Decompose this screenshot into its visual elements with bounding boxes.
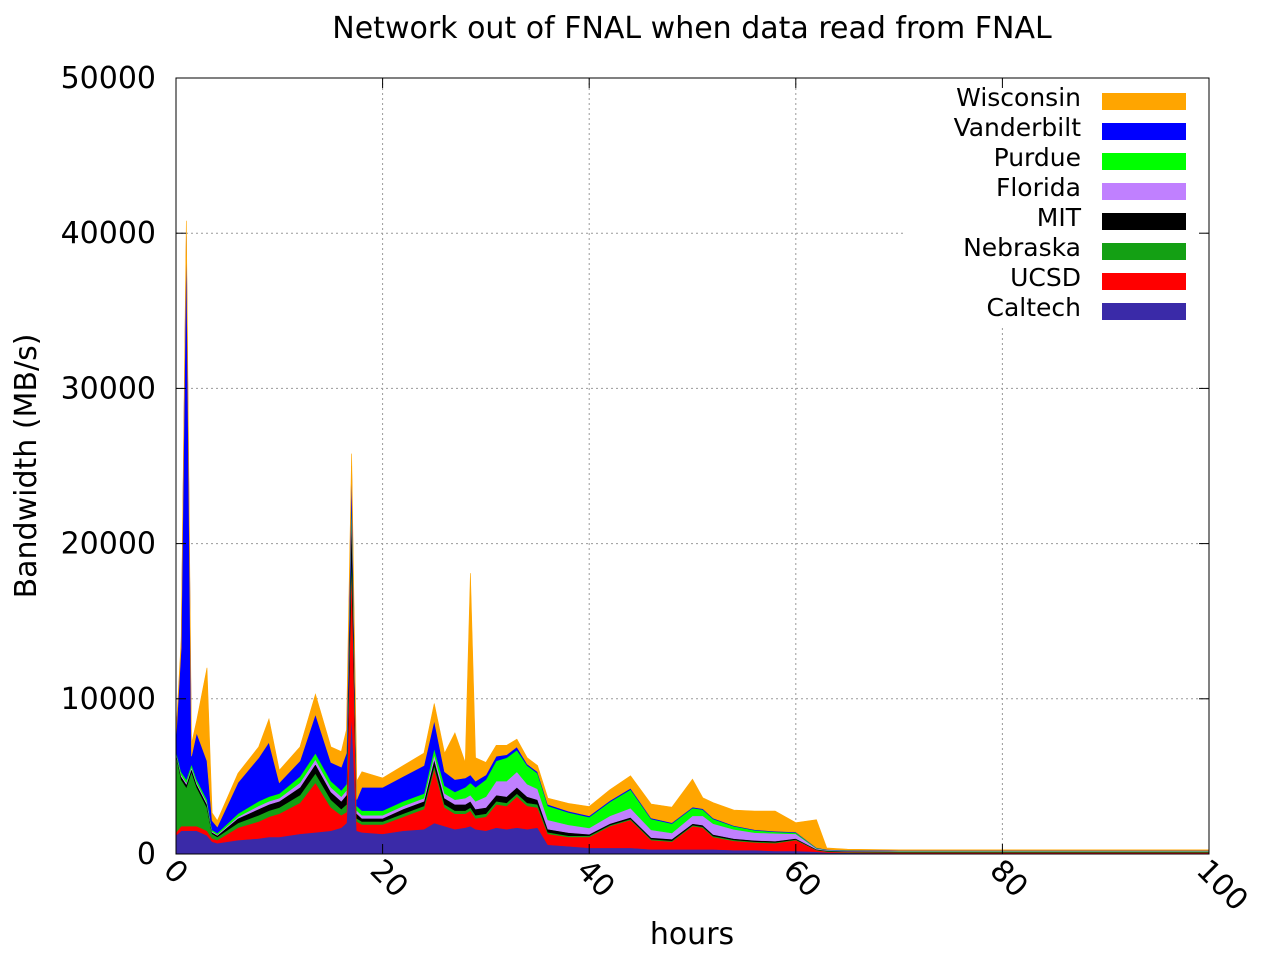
legend-swatch-caltech — [1102, 303, 1186, 320]
y-tick-label-2: 20000 — [61, 527, 156, 562]
legend-swatch-vanderbilt — [1102, 123, 1186, 140]
legend-swatch-nebraska — [1102, 243, 1186, 260]
y-axis-label: Bandwidth (MB/s) — [9, 334, 44, 599]
legend-swatch-ucsd — [1102, 273, 1186, 290]
y-tick-label-3: 30000 — [61, 371, 156, 406]
y-tick-label-1: 10000 — [61, 682, 156, 717]
plot-frame — [175, 77, 1210, 855]
x-tick-label-1: 20 — [363, 853, 415, 905]
legend-label-florida: Florida — [996, 173, 1081, 202]
legend-label-purdue: Purdue — [994, 143, 1081, 172]
legend-label-caltech: Caltech — [987, 293, 1082, 322]
legend-label-vanderbilt: Vanderbilt — [954, 113, 1082, 142]
chart-title: Network out of FNAL when data read from … — [332, 11, 1052, 46]
y-axis-ticks: 0 10000 20000 30000 40000 50000 — [61, 61, 1209, 872]
x-axis-label: hours — [650, 917, 734, 952]
legend: WisconsinVanderbiltPurdueFloridaMITNebra… — [954, 83, 1186, 322]
legend-swatch-florida — [1102, 183, 1186, 200]
x-tick-label-4: 80 — [983, 853, 1035, 905]
legend-label-nebraska: Nebraska — [963, 233, 1081, 262]
legend-label-wisconsin: Wisconsin — [956, 83, 1081, 112]
legend-swatch-wisconsin — [1102, 93, 1186, 110]
y-tick-label-5: 50000 — [61, 61, 156, 96]
x-tick-label-2: 40 — [570, 853, 622, 905]
y-tick-label-4: 40000 — [61, 216, 156, 251]
x-tick-label-3: 60 — [776, 853, 828, 905]
x-tick-label-5: 100 — [1189, 853, 1254, 918]
legend-swatch-purdue — [1102, 153, 1186, 170]
x-tick-label-0: 0 — [156, 853, 194, 891]
legend-swatch-mit — [1102, 213, 1186, 230]
legend-label-mit: MIT — [1037, 203, 1082, 232]
legend-label-ucsd: UCSD — [1010, 263, 1081, 292]
y-tick-label-0: 0 — [137, 837, 156, 872]
